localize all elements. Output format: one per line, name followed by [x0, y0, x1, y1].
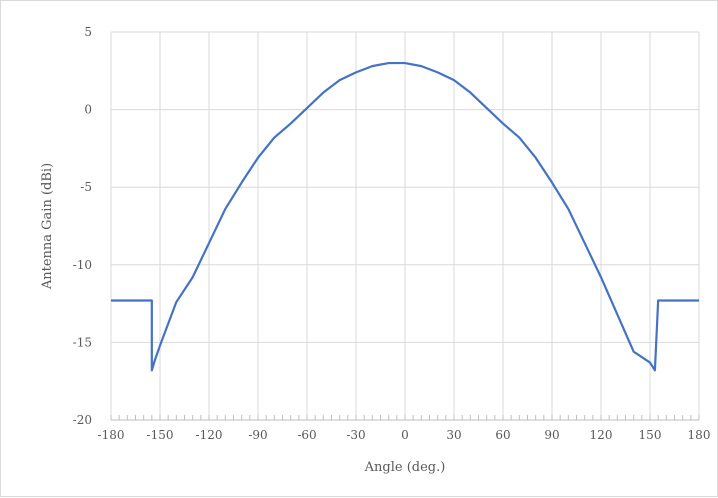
x-tick-label: -30	[346, 428, 365, 442]
x-tick-label: -60	[297, 428, 316, 442]
series-line-0	[111, 61, 699, 372]
x-tick-label: 30	[446, 428, 461, 442]
x-axis-title: Angle (deg.)	[364, 460, 446, 475]
y-tick-label: 0	[84, 103, 92, 117]
y-axis-tick-labels: -20 -15 -10 -5 0 5	[73, 25, 92, 427]
series-layer	[111, 61, 699, 372]
y-tick-label: -5	[80, 180, 92, 194]
x-tick-label: 180	[688, 428, 711, 442]
x-axis-minor-ticks	[110, 415, 700, 420]
x-tick-label: -120	[196, 428, 223, 442]
x-tick-label: 120	[590, 428, 613, 442]
y-tick-label: -15	[73, 335, 92, 349]
x-tick-label: 150	[639, 428, 662, 442]
x-tick-label: 0	[401, 428, 409, 442]
x-tick-label: -90	[248, 428, 267, 442]
x-axis-tick-labels: -180 -150 -120 -90 -60 -30 0 30 60 90 120 150 180	[98, 428, 711, 442]
y-tick-label: -20	[73, 413, 92, 427]
grid	[110, 31, 700, 420]
x-tick-label: 60	[495, 428, 510, 442]
x-tick-label: -180	[98, 428, 125, 442]
x-tick-label: 90	[544, 428, 559, 442]
y-axis-title: Antenna Gain (dBi)	[40, 163, 55, 290]
y-tick-label: 5	[84, 25, 92, 39]
y-tick-label: -10	[73, 258, 92, 272]
x-tick-label: -150	[147, 428, 174, 442]
